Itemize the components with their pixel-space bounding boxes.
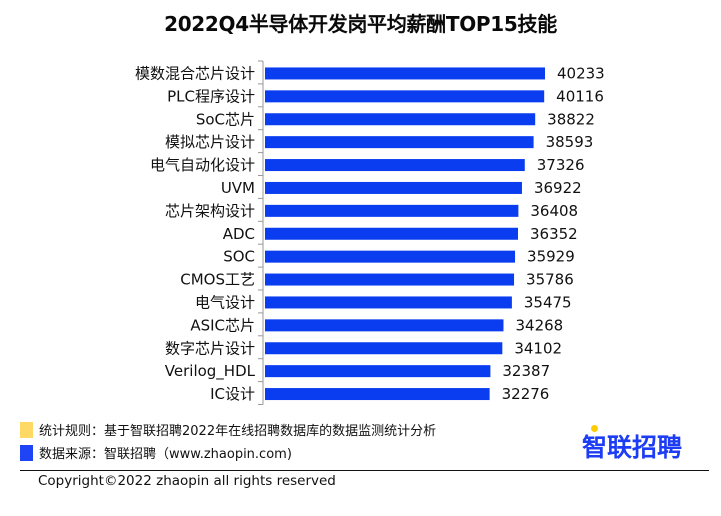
- chart-title: 2022Q4半导体开发岗平均薪酬TOP15技能: [164, 12, 557, 36]
- value-labels: 40233 40116 38822 38593 37326 36922 36408 36352…: [502, 64, 605, 403]
- value-label: 35786: [526, 271, 574, 289]
- value-label: 32387: [502, 362, 550, 380]
- legend-source: 数据来源：智联招聘（www.zhaopin.com): [20, 443, 292, 462]
- category-label: 电气自动化设计: [150, 156, 255, 174]
- value-label: 36408: [530, 202, 578, 220]
- bar: [265, 90, 545, 103]
- value-label: 40116: [556, 87, 604, 105]
- category-label: SoC芯片: [196, 110, 255, 128]
- bars: [265, 67, 545, 401]
- value-label: 40233: [557, 64, 605, 82]
- bar: [265, 365, 491, 378]
- value-label: 35929: [527, 248, 575, 266]
- legend-rule-text: 统计规则：基于智联招聘2022年在线招聘数据库的数据监测统计分析: [39, 424, 437, 439]
- legend-rule-swatch: [20, 421, 33, 438]
- bar: [265, 204, 519, 217]
- value-label: 32276: [502, 385, 550, 403]
- value-label: 35475: [524, 293, 572, 311]
- footer-divider: [20, 470, 709, 471]
- zhaopin-logo: 智联招聘: [582, 425, 683, 464]
- bar: [265, 296, 512, 309]
- category-label: IC设计: [210, 385, 255, 403]
- category-label: 模拟芯片设计: [165, 133, 255, 151]
- category-label: ADC: [223, 225, 255, 243]
- value-label: 38593: [546, 133, 594, 151]
- logo-dot-icon: [591, 425, 598, 432]
- bar: [265, 250, 516, 263]
- bar: [265, 319, 504, 332]
- category-label: 芯片架构设计: [165, 202, 255, 220]
- value-label: 34102: [514, 339, 562, 357]
- category-label: 数字芯片设计: [165, 339, 255, 357]
- y-axis: [258, 60, 264, 405]
- bar: [265, 227, 518, 240]
- bar: [265, 388, 490, 401]
- category-label: SOC: [223, 248, 255, 266]
- value-label: 38822: [547, 110, 595, 128]
- value-label: 34268: [515, 316, 563, 334]
- category-label: ASIC芯片: [190, 316, 255, 334]
- bar: [265, 136, 534, 149]
- bar: [265, 342, 503, 355]
- bar: [265, 273, 515, 286]
- bar: [265, 159, 525, 172]
- value-label: 36352: [530, 225, 578, 243]
- legend-source-text: 数据来源：智联招聘（www.zhaopin.com): [39, 447, 292, 462]
- value-label: 37326: [537, 156, 585, 174]
- category-label: PLC程序设计: [167, 87, 255, 105]
- copyright-text: Copyright©2022 zhaopin all rights reserv…: [38, 473, 336, 489]
- logo-text: 智联招聘: [582, 433, 683, 462]
- category-label: Verilog_HDL: [165, 362, 256, 381]
- bar: [265, 113, 536, 126]
- legend-source-swatch: [20, 444, 33, 461]
- category-label: CMOS工艺: [180, 271, 255, 289]
- category-label: UVM: [221, 179, 255, 197]
- category-label: 电气设计: [195, 293, 255, 311]
- value-label: 36922: [534, 179, 582, 197]
- legend-rule: 统计规则：基于智联招聘2022年在线招聘数据库的数据监测统计分析: [20, 420, 436, 439]
- bar: [265, 67, 545, 80]
- bar: [265, 181, 522, 194]
- category-label: 模数混合芯片设计: [135, 64, 255, 82]
